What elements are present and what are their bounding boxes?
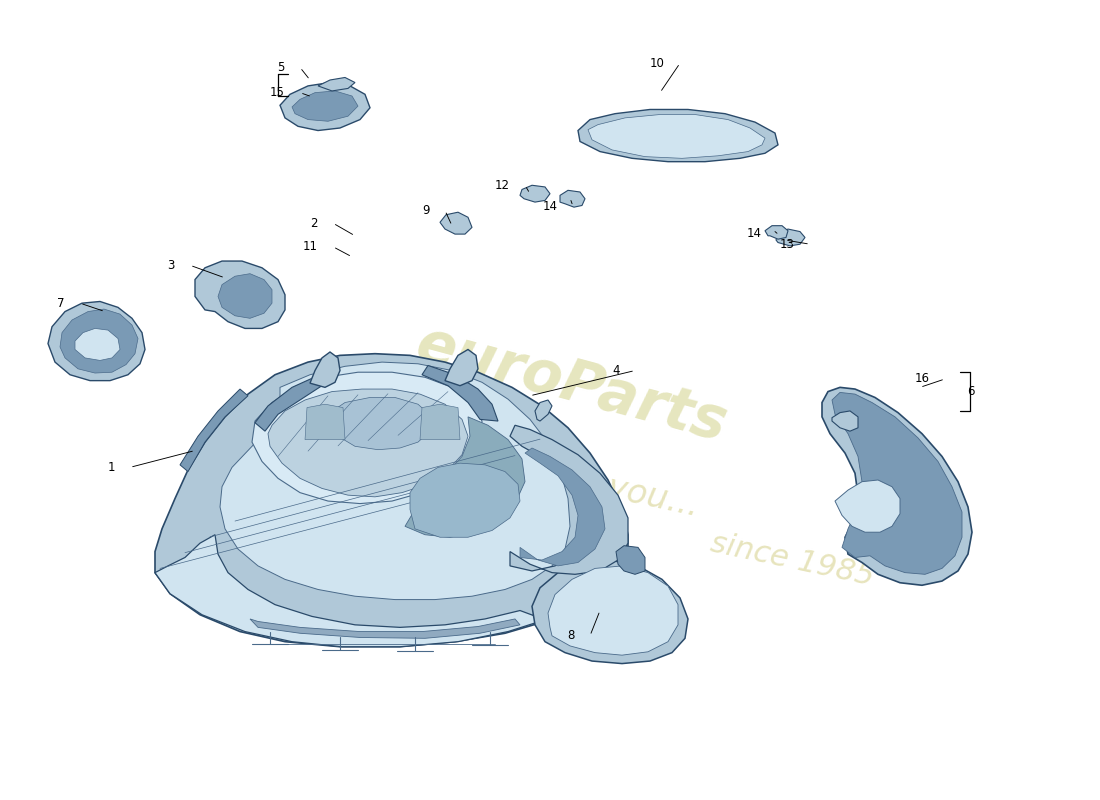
Polygon shape: [835, 480, 900, 532]
Polygon shape: [578, 110, 778, 162]
Text: 10: 10: [650, 57, 666, 70]
Polygon shape: [446, 350, 478, 386]
Polygon shape: [280, 82, 370, 130]
Polygon shape: [155, 354, 628, 646]
Polygon shape: [764, 226, 788, 239]
Polygon shape: [250, 619, 520, 638]
Polygon shape: [535, 400, 552, 421]
Polygon shape: [822, 387, 972, 586]
Polygon shape: [292, 91, 358, 122]
Polygon shape: [310, 352, 340, 387]
Polygon shape: [195, 261, 285, 329]
Text: 14: 14: [747, 226, 762, 240]
Text: 9: 9: [422, 204, 430, 217]
Text: since 1985: since 1985: [707, 529, 877, 591]
Text: 12: 12: [495, 178, 510, 192]
Text: 7: 7: [57, 297, 65, 310]
Polygon shape: [520, 186, 550, 202]
Polygon shape: [268, 389, 468, 497]
Polygon shape: [305, 404, 345, 439]
Text: 15: 15: [271, 86, 285, 99]
Polygon shape: [532, 560, 688, 663]
Text: 1: 1: [108, 461, 115, 474]
Polygon shape: [520, 448, 605, 566]
Text: 16: 16: [915, 373, 930, 386]
Polygon shape: [510, 426, 628, 574]
Text: 5: 5: [277, 61, 285, 74]
Text: euroParts: euroParts: [410, 315, 734, 453]
Polygon shape: [218, 274, 272, 318]
Polygon shape: [420, 404, 460, 439]
Polygon shape: [180, 389, 248, 471]
Polygon shape: [220, 362, 570, 599]
Polygon shape: [75, 329, 120, 361]
Polygon shape: [410, 463, 520, 538]
Polygon shape: [255, 375, 322, 431]
Polygon shape: [48, 302, 145, 381]
Polygon shape: [548, 566, 678, 655]
Text: 4: 4: [613, 364, 620, 377]
Text: 2: 2: [310, 217, 318, 230]
Polygon shape: [155, 556, 628, 640]
Text: 8: 8: [568, 630, 575, 642]
Polygon shape: [422, 366, 498, 421]
Polygon shape: [832, 393, 962, 574]
Polygon shape: [832, 411, 858, 431]
Polygon shape: [318, 78, 355, 91]
Text: 11: 11: [302, 240, 318, 254]
Polygon shape: [155, 534, 544, 646]
Text: 3: 3: [167, 258, 175, 272]
Polygon shape: [560, 190, 585, 207]
Polygon shape: [60, 309, 138, 373]
Polygon shape: [252, 372, 482, 503]
Polygon shape: [616, 546, 645, 574]
Text: 14: 14: [543, 200, 558, 213]
Text: 6: 6: [968, 385, 975, 398]
Polygon shape: [776, 229, 805, 246]
Polygon shape: [588, 114, 764, 158]
Text: 13: 13: [780, 238, 795, 250]
Polygon shape: [330, 398, 432, 450]
Polygon shape: [440, 212, 472, 234]
Polygon shape: [405, 417, 525, 538]
Text: a part for you...: a part for you...: [441, 437, 703, 523]
